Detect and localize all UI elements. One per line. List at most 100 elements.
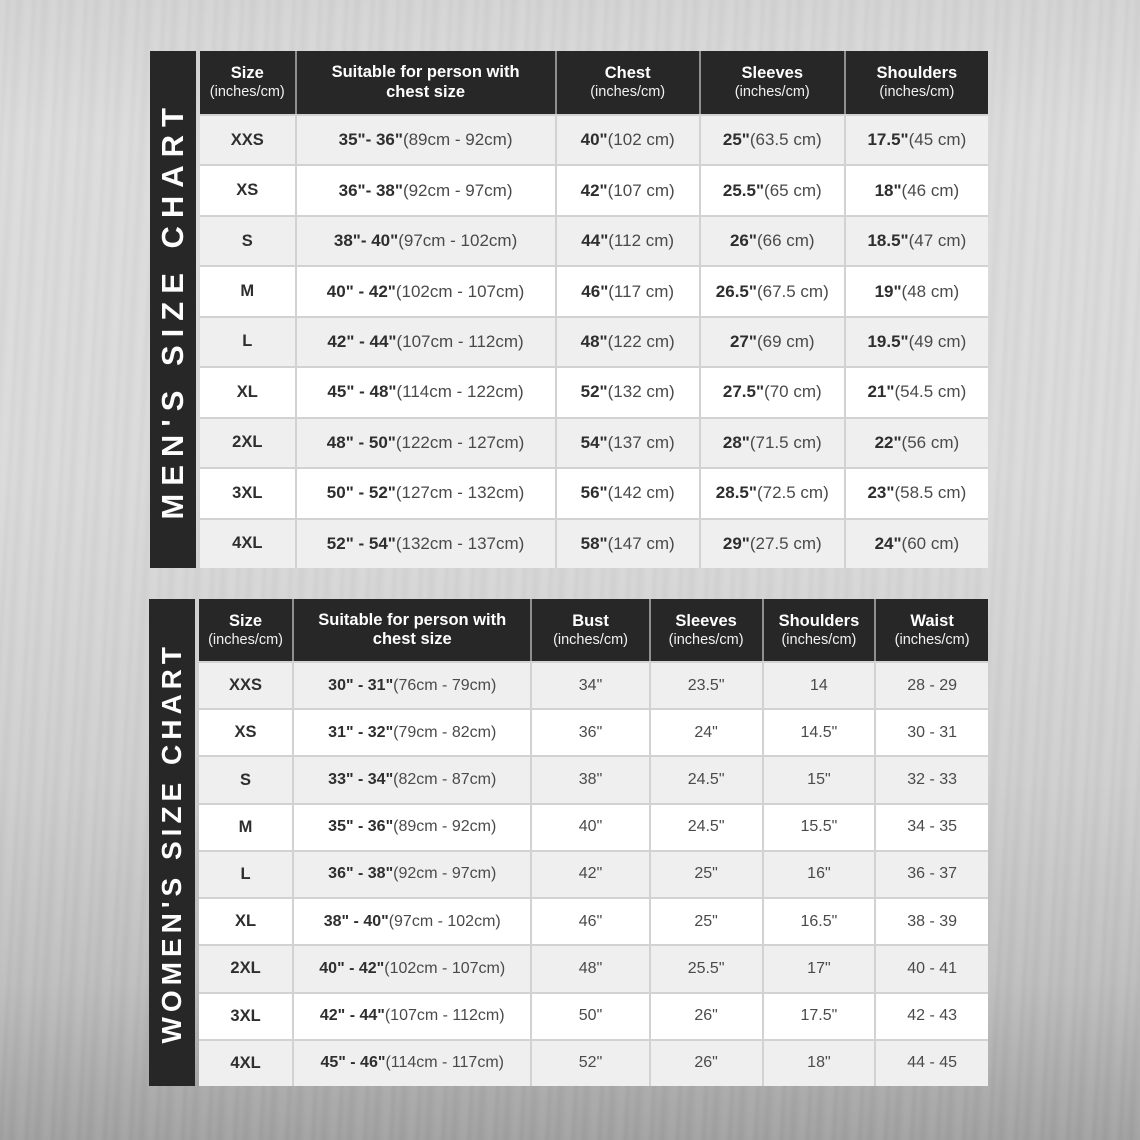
column-subtitle: (inches/cm) [734,84,810,101]
cell-shoulders: 16" [761,851,875,898]
column-subtitle: (inches/cm) [894,631,970,648]
cell-sleeves: 28.5" (72.5 cm) [698,469,844,518]
table-row: XL 45" - 48" (114cm - 122cm) 52" (132 cm) 2… [200,366,988,417]
cell-suitable: 45" - 48" (114cm - 122cm) [294,368,555,417]
value-cm: (122 cm) [607,331,675,351]
cell-size: M [200,267,295,316]
cell-shoulders: 19.5" (49 cm) [843,317,988,367]
column-title: Suitable for person with [318,610,507,629]
value-cm: (92cm - 97cm) [402,180,513,200]
cell-suitable: 50" - 52" (127cm - 132cm) [294,469,555,518]
value-inches: 52" - 54" [326,533,396,553]
column-header-bust: Bust (inches/cm) [530,599,648,661]
value-inches: 19" [874,281,902,301]
cell-bust: 50" [530,993,649,1039]
cell-sleeves: 25" [648,851,762,898]
cell-chest: 46" (117 cm) [554,267,699,316]
cell-sleeves: 24" [648,710,762,756]
cell-waist: 28 - 29 [874,663,988,709]
value-inches: 33" - 34" [328,771,394,789]
value-inches: 26" [729,231,757,251]
value-cm: (70 cm) [764,382,822,402]
value-inches: 31" - 32" [328,723,394,741]
value-cm: (147 cm) [607,533,675,553]
cell-shoulders: 19" (48 cm) [843,267,988,316]
cell-size: 2XL [199,946,293,992]
cell-size: XL [200,368,295,417]
value-cm: (107cm - 112cm) [384,1007,505,1025]
value-inches: 36" - 38" [328,865,394,883]
cell-sleeves: 23.5" [648,663,762,709]
cell-sleeves: 25.5" [648,946,762,992]
value-inches: 46" [581,281,609,301]
value-inches: 50" - 52" [326,483,396,503]
cell-bust: 48" [530,946,649,992]
cell-chest: 48" (122 cm) [554,317,699,367]
value-cm: (67.5 cm) [756,281,829,301]
column-header-shoulders: Shoulders (inches/cm) [843,51,988,114]
cell-bust: 38" [530,757,649,803]
cell-shoulders: 15" [761,757,875,803]
column-title: Sleeves [741,64,804,83]
column-subtitle: chest size [386,82,465,101]
column-title: Size [229,611,263,630]
cell-bust: 40" [530,804,649,850]
cell-sleeves: 26.5" (67.5 cm) [698,267,844,316]
value-cm: (65 cm) [764,180,822,200]
table-row: 3XL 50" - 52" (127cm - 132cm) 56" (142 cm)… [200,467,988,518]
value-cm: (72.5 cm) [756,483,829,503]
cell-size: L [199,851,293,898]
value-cm: (47 cm) [908,231,967,251]
value-cm: (48 cm) [901,281,960,301]
cell-chest: 40" (102 cm) [554,116,699,165]
column-header-suitable: Suitable for person with chest size [294,51,555,114]
value-inches: 45" - 46" [320,1054,386,1072]
value-inches: 35"- 36" [338,130,403,150]
cell-waist: 44 - 45 [874,1040,988,1086]
value-cm: (97cm - 102cm) [398,231,518,251]
cell-suitable: 38" - 40" (97cm - 102cm) [292,899,531,945]
cell-size: 4XL [200,519,295,568]
cell-waist: 38 - 39 [874,899,988,945]
cell-waist: 32 - 33 [874,757,988,803]
value-inches: 40" - 42" [326,281,396,301]
column-subtitle: (inches/cm) [208,631,284,648]
value-cm: (114cm - 117cm) [385,1054,504,1072]
value-inches: 29" [722,533,750,553]
cell-bust: 42" [530,851,649,898]
value-cm: (102cm - 107cm) [395,281,525,301]
value-inches: 24" [874,533,902,553]
value-cm: (107 cm) [607,180,675,200]
value-inches: 26.5" [715,281,757,301]
value-inches: 42" [580,180,608,200]
value-inches: 25.5" [722,180,765,200]
cell-size: S [199,757,293,803]
value-cm: (58.5 cm) [894,483,967,503]
value-cm: (122cm - 127cm) [395,432,525,452]
cell-sleeves: 25" [648,899,762,945]
value-inches: 28.5" [715,483,757,503]
cell-suitable: 36"- 38" (92cm - 97cm) [294,166,555,215]
value-cm: (102cm - 107cm) [384,959,506,977]
cell-suitable: 42" - 44" (107cm - 112cm) [294,317,555,367]
value-inches: 18.5" [867,231,909,251]
cell-sleeves: 27" (69 cm) [698,317,844,367]
cell-chest: 54" (137 cm) [554,418,699,468]
womens-size-table: Size (inches/cm) Suitable for person with c… [199,599,988,1086]
column-subtitle: (inches/cm) [879,84,955,101]
cell-chest: 52" (132 cm) [554,368,699,417]
value-inches: 22" [874,432,902,452]
value-cm: (132cm - 137cm) [395,533,525,553]
cell-shoulders: 17.5" (45 cm) [843,116,988,165]
column-header-suitable: Suitable for person with chest size [292,599,530,661]
table-row: S 33" - 34" (82cm - 87cm) 38" 24.5" 15" 32 - … [199,755,988,803]
cell-sleeves: 26" [648,993,762,1039]
value-inches: 48" - 50" [326,432,396,452]
cell-size: XS [199,710,293,756]
cell-waist: 30 - 31 [874,710,988,756]
value-inches: 42" - 44" [319,1007,385,1025]
cell-shoulders: 18" (46 cm) [843,166,988,215]
mens-table-body: XXS 35"- 36" (89cm - 92cm) 40" (102 cm) 25"… [200,114,988,568]
table-row: XL 38" - 40" (97cm - 102cm) 46" 25" 16.5" 38 … [199,897,988,945]
column-header-size: Size (inches/cm) [199,599,292,661]
